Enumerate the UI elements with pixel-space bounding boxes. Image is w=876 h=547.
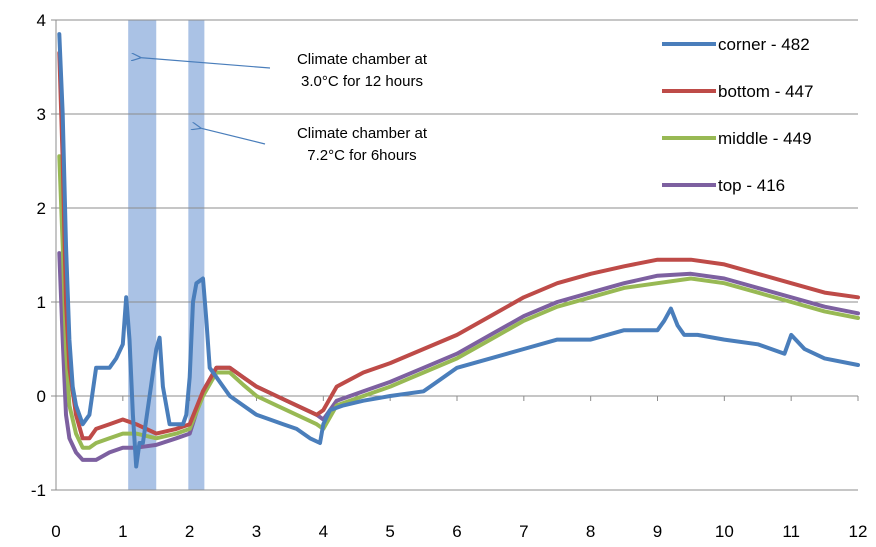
y-tick-label: 0 <box>37 387 46 406</box>
x-tick-label: 7 <box>519 522 528 541</box>
legend: corner - 482 bottom - 447 middle - 449 top … <box>662 35 813 195</box>
y-tick-label: 1 <box>37 293 46 312</box>
x-tick-label: 9 <box>653 522 662 541</box>
x-tick-label: 10 <box>715 522 734 541</box>
x-tick-label: 6 <box>452 522 461 541</box>
annotation-text-1: 3.0°C for 12 hours <box>301 73 423 90</box>
annotation-text-2: 7.2°C for 6hours <box>307 147 416 164</box>
series-line-corner <box>57 32 860 469</box>
y-tick-label: 3 <box>37 105 46 124</box>
y-tick-label: 2 <box>37 199 46 218</box>
x-tick-label: 2 <box>185 522 194 541</box>
y-tick-label: 4 <box>37 11 46 30</box>
x-tick-label: 0 <box>51 522 60 541</box>
series-line-middle <box>57 154 860 450</box>
x-tick-label: 3 <box>252 522 261 541</box>
shaded-band-2 <box>188 20 205 490</box>
x-tick-label: 1 <box>118 522 127 541</box>
series-lines <box>57 32 860 469</box>
x-tick-label: 8 <box>586 522 595 541</box>
legend-label-corner: corner - 482 <box>718 35 810 54</box>
x-tick-label: 11 <box>782 522 800 541</box>
legend-label-middle: middle - 449 <box>718 129 812 148</box>
x-tick-label: 5 <box>385 522 394 541</box>
annotation-arrow-1 <box>140 58 271 69</box>
annotation-text-1: Climate chamber at <box>297 51 428 68</box>
annotation-arrow-2 <box>200 128 266 145</box>
x-tick-label: 4 <box>319 522 328 541</box>
legend-label-top: top - 416 <box>718 176 785 195</box>
y-tick-label: -1 <box>31 481 46 500</box>
series-line-bottom <box>57 50 860 441</box>
annotation-text-2: Climate chamber at <box>297 125 428 142</box>
annotations: Climate chamber at 3.0°C for 12 hours Clim… <box>140 51 428 164</box>
legend-label-bottom: bottom - 447 <box>718 82 813 101</box>
x-tick-label: 12 <box>849 522 868 541</box>
